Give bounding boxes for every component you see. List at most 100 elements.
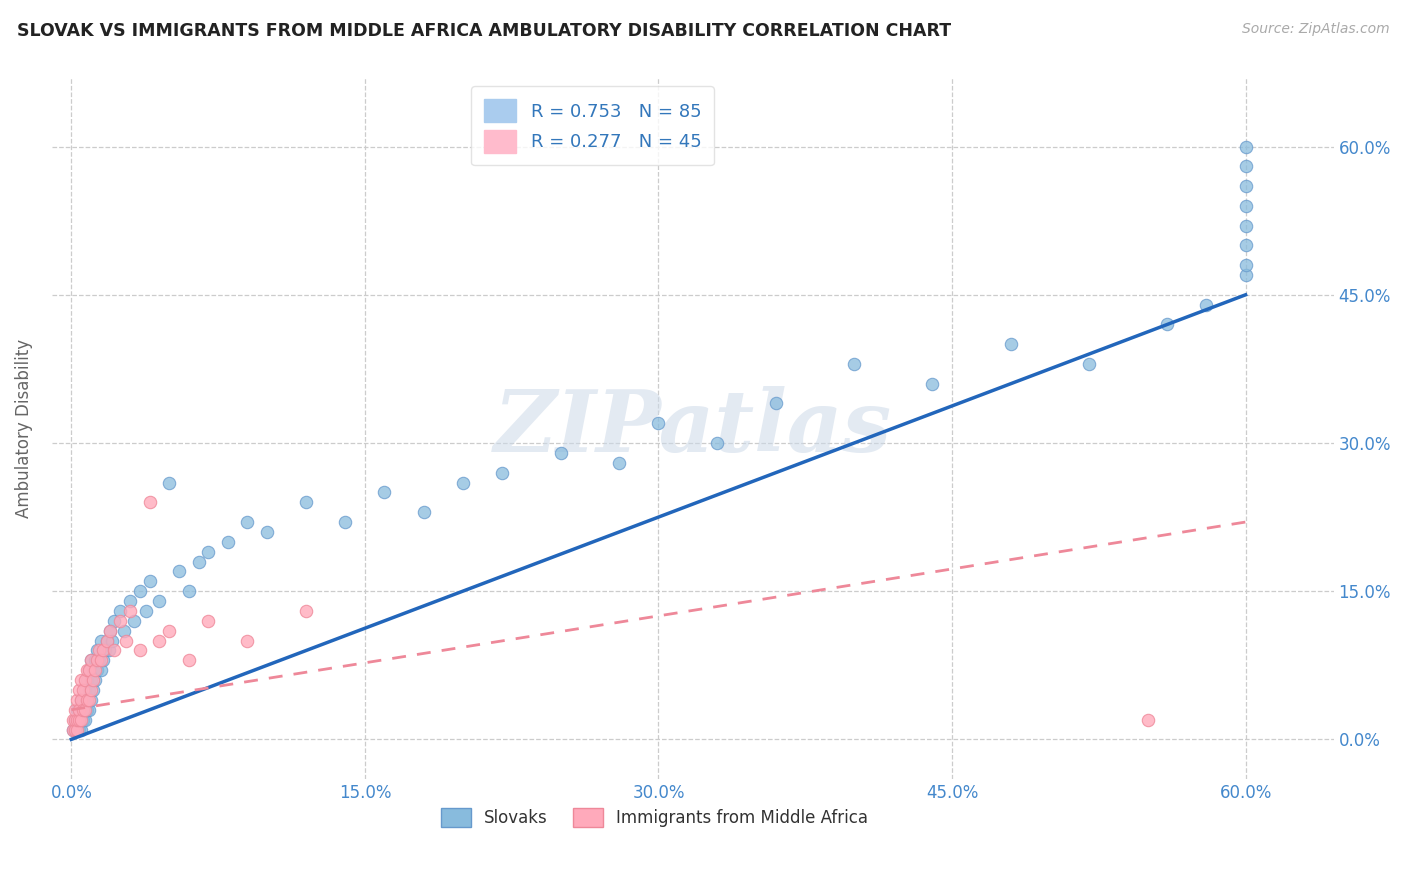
- Point: [647, 416, 669, 430]
- Point: [187, 555, 209, 569]
- Point: [706, 436, 728, 450]
- Point: [80, 653, 103, 667]
- Point: [1234, 238, 1257, 252]
- Point: [148, 633, 170, 648]
- Point: [128, 584, 150, 599]
- Point: [101, 633, 124, 648]
- Point: [1195, 298, 1218, 312]
- Point: [97, 643, 120, 657]
- Point: [135, 604, 157, 618]
- Point: [138, 495, 160, 509]
- Point: [72, 703, 94, 717]
- Point: [77, 663, 100, 677]
- Point: [67, 723, 90, 737]
- Point: [1234, 199, 1257, 213]
- Point: [412, 505, 434, 519]
- Point: [115, 633, 138, 648]
- Point: [82, 673, 104, 687]
- Point: [1234, 160, 1257, 174]
- Point: [1000, 337, 1022, 351]
- Point: [236, 633, 259, 648]
- Point: [1156, 318, 1178, 332]
- Point: [1234, 179, 1257, 194]
- Point: [77, 683, 100, 698]
- Point: [73, 713, 96, 727]
- Point: [122, 614, 145, 628]
- Point: [197, 614, 219, 628]
- Point: [70, 713, 93, 727]
- Point: [103, 614, 125, 628]
- Point: [83, 653, 105, 667]
- Point: [607, 456, 630, 470]
- Point: [66, 703, 89, 717]
- Point: [91, 643, 114, 657]
- Point: [73, 703, 96, 717]
- Point: [91, 653, 114, 667]
- Point: [77, 703, 100, 717]
- Point: [66, 723, 89, 737]
- Point: [96, 633, 118, 648]
- Point: [82, 663, 104, 677]
- Point: [80, 683, 103, 698]
- Point: [80, 653, 103, 667]
- Point: [77, 693, 100, 707]
- Point: [67, 713, 90, 727]
- Point: [73, 683, 96, 698]
- Point: [157, 475, 180, 490]
- Point: [66, 713, 89, 727]
- Point: [112, 624, 135, 638]
- Point: [86, 663, 108, 677]
- Point: [96, 633, 118, 648]
- Point: [70, 723, 93, 737]
- Point: [70, 693, 93, 707]
- Point: [76, 673, 98, 687]
- Point: [62, 723, 84, 737]
- Point: [765, 396, 787, 410]
- Text: SLOVAK VS IMMIGRANTS FROM MIDDLE AFRICA AMBULATORY DISABILITY CORRELATION CHART: SLOVAK VS IMMIGRANTS FROM MIDDLE AFRICA …: [17, 22, 950, 40]
- Point: [66, 713, 89, 727]
- Point: [197, 544, 219, 558]
- Point: [236, 515, 259, 529]
- Point: [62, 723, 84, 737]
- Point: [295, 604, 318, 618]
- Point: [67, 713, 90, 727]
- Point: [62, 713, 84, 727]
- Point: [295, 495, 318, 509]
- Point: [65, 713, 87, 727]
- Point: [167, 565, 190, 579]
- Point: [72, 683, 94, 698]
- Point: [1234, 268, 1257, 282]
- Point: [86, 653, 108, 667]
- Point: [110, 614, 132, 628]
- Point: [65, 703, 87, 717]
- Point: [90, 653, 112, 667]
- Point: [83, 673, 105, 687]
- Point: [100, 624, 122, 638]
- Point: [76, 693, 98, 707]
- Point: [80, 673, 103, 687]
- Point: [103, 643, 125, 657]
- Point: [66, 723, 89, 737]
- Point: [70, 693, 93, 707]
- Point: [335, 515, 357, 529]
- Point: [138, 574, 160, 589]
- Point: [1234, 219, 1257, 233]
- Point: [72, 693, 94, 707]
- Point: [87, 653, 110, 667]
- Point: [70, 713, 93, 727]
- Point: [217, 534, 239, 549]
- Point: [128, 643, 150, 657]
- Text: ZIPatlas: ZIPatlas: [494, 386, 891, 470]
- Point: [100, 624, 122, 638]
- Point: [1136, 713, 1159, 727]
- Point: [65, 713, 87, 727]
- Point: [148, 594, 170, 608]
- Point: [67, 703, 90, 717]
- Point: [70, 703, 93, 717]
- Point: [87, 643, 110, 657]
- Point: [177, 653, 200, 667]
- Point: [550, 446, 572, 460]
- Point: [844, 357, 866, 371]
- Point: [491, 466, 513, 480]
- Text: Source: ZipAtlas.com: Source: ZipAtlas.com: [1241, 22, 1389, 37]
